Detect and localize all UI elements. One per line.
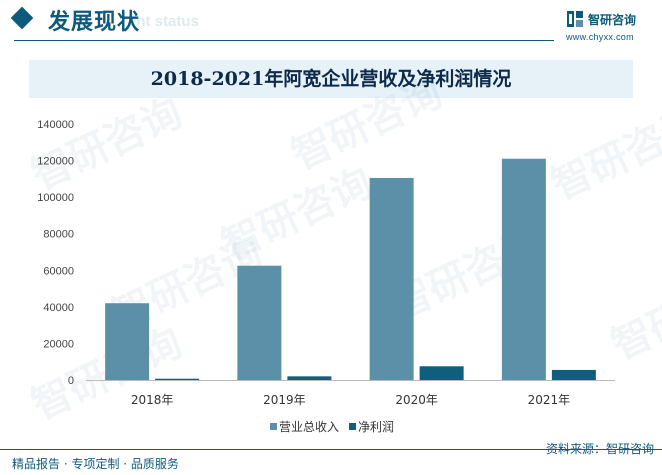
watermark-text: 智研咨询 (215, 160, 379, 269)
bars (105, 158, 596, 380)
footer-divider (0, 449, 662, 450)
section-title: 发展现状 (48, 10, 141, 35)
x-tick-label: 2019年 (263, 393, 306, 407)
y-tick-label: 120000 (37, 156, 74, 168)
bar (237, 265, 282, 380)
legend-swatch (349, 423, 357, 430)
chart: 智研咨询智研咨询智研咨询智研咨询智研咨询智研咨询智研咨询智研咨询 0200004… (25, 70, 662, 434)
y-tick-label: 40000 (43, 302, 74, 314)
brand-logo-icon (567, 11, 583, 27)
watermark-text: 智研咨询 (545, 100, 662, 209)
watermark-text: 智研咨询 (285, 70, 449, 179)
bar (419, 366, 464, 380)
legend: 营业总收入 净利润 (270, 420, 394, 434)
chart-title-band: 2018-2021年阿宽企业营收及净利润情况 (29, 60, 633, 98)
bar (155, 378, 200, 380)
y-tick-label: 140000 (37, 119, 74, 131)
x-axis: 2018年 2019年 2020年 2021年 (131, 393, 570, 407)
source-note: 资料来源：智研咨询 (545, 442, 654, 456)
bar (369, 177, 414, 380)
bar (105, 303, 150, 380)
header-divider (14, 40, 554, 41)
watermark-text: 智研咨询 (605, 260, 662, 369)
legend-label: 营业总收入 (279, 420, 339, 434)
brand-url: www.chyxx.com (566, 32, 634, 42)
y-axis: 0 20000 40000 60000 80000 100000 120000 140000 (37, 119, 74, 387)
header: ent status 发展现状 智研咨询 www.chyxx.com (0, 0, 662, 44)
footer-tagline: 精品报告 · 专项定制 · 品质服务 (12, 457, 179, 471)
y-tick-label: 20000 (43, 338, 74, 350)
brand-name: 智研咨询 (588, 13, 637, 27)
bar (551, 369, 596, 380)
section-subtitle: ent status (128, 13, 199, 30)
x-tick-label: 2018年 (131, 393, 174, 407)
bar (287, 376, 332, 380)
y-tick-label: 80000 (43, 229, 74, 241)
chart-title: 2018-2021年阿宽企业营收及净利润情况 (150, 68, 512, 90)
legend-swatch (270, 423, 277, 430)
y-tick-label: 100000 (37, 192, 74, 204)
x-tick-label: 2021年 (528, 393, 571, 407)
y-tick-label: 60000 (43, 265, 74, 277)
legend-label: 净利润 (358, 420, 394, 434)
y-tick-label: 0 (68, 375, 74, 387)
bar (501, 158, 546, 380)
watermark-text: 智研咨询 (25, 90, 189, 199)
brand: 智研咨询 www.chyxx.com (566, 8, 658, 42)
x-tick-label: 2020年 (395, 393, 438, 407)
